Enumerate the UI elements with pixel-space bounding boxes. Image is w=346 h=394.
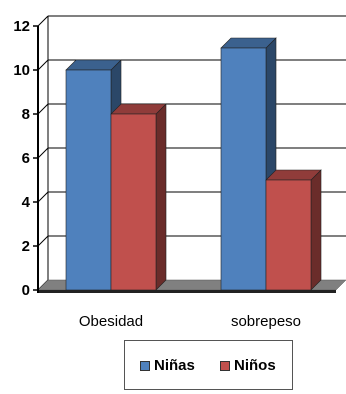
legend-item-ninas: Niñas (140, 357, 195, 374)
bar-ninos-obesidad-front (110, 113, 157, 291)
side-wall-line (37, 15, 49, 27)
bar-ninas-sobrepeso (220, 37, 277, 291)
legend-item-ninos: Niños (220, 357, 276, 374)
side-wall-line (37, 59, 49, 71)
bar-ninas-sobrepeso-front (220, 47, 267, 291)
y-tick-label: 10 (13, 62, 30, 79)
category-label-sobrepeso: sobrepeso (231, 313, 301, 330)
bar-ninos-obesidad-side (155, 103, 167, 291)
bar-ninas-obesidad-top (65, 59, 122, 71)
y-tick-label: 8 (22, 106, 30, 123)
bar-ninos-sobrepeso-front (265, 179, 312, 291)
bar-ninos-sobrepeso (265, 169, 322, 291)
x-axis-labels: Obesidad sobrepeso (79, 313, 301, 330)
side-wall-line (37, 147, 49, 159)
y-tick-label: 2 (22, 238, 30, 255)
bar-ninos-obesidad-top (110, 103, 167, 115)
legend-swatch-ninas (140, 360, 150, 371)
legend-swatch-ninos (220, 360, 230, 371)
bar-ninas-obesidad-front (65, 69, 112, 291)
legend-label-ninos: Niños (234, 357, 276, 374)
bars (65, 37, 322, 291)
legend: Niñas Niños (124, 340, 293, 390)
category-label-obesidad: Obesidad (79, 313, 143, 330)
floor-front-edge (38, 290, 336, 293)
bar-ninos-sobrepeso-top (265, 169, 322, 181)
side-wall-line (37, 103, 49, 115)
y-tick-label: 4 (22, 194, 31, 211)
side-wall-line (37, 191, 49, 203)
legend-label-ninas: Niñas (154, 357, 195, 374)
y-tick-label: 6 (22, 150, 30, 167)
bar-ninos-sobrepeso-side (310, 169, 322, 291)
bar-ninos-obesidad (110, 103, 167, 291)
y-tick-label: 0 (22, 282, 30, 299)
y-tick-label: 12 (13, 18, 30, 35)
side-wall-line (37, 235, 49, 247)
y-axis: 0 2 4 6 8 10 12 (13, 18, 39, 299)
bar-ninas-sobrepeso-top (220, 37, 277, 49)
